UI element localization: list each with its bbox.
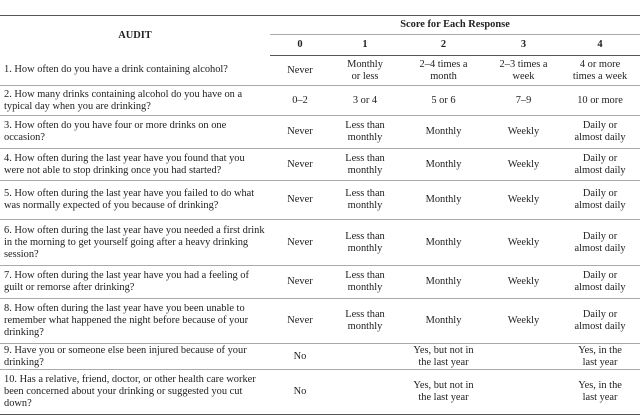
answer: 3 or 4	[330, 85, 400, 116]
answer: 2–4 times a month	[400, 55, 487, 86]
answer: Less than monthly	[330, 115, 400, 149]
table-row: 9. Have you or someone else been injured…	[0, 343, 640, 370]
question: 10. Has a relative, friend, doctor, or o…	[0, 369, 270, 415]
answer: Yes, but not in the last year	[400, 369, 487, 415]
question: 4. How often during the last year have y…	[0, 148, 270, 181]
question: 6. How often during the last year have y…	[0, 219, 270, 266]
answer	[330, 343, 400, 370]
answer: No	[270, 343, 330, 370]
answer: Weekly	[487, 115, 560, 149]
answer: Less than monthly	[330, 219, 400, 266]
answer: Monthly	[400, 180, 487, 220]
table-row: 8. How often during the last year have y…	[0, 298, 640, 344]
answer: Daily or almost daily	[560, 115, 640, 149]
answer: Monthly	[400, 219, 487, 266]
answer	[330, 369, 400, 415]
answer: Less than monthly	[330, 148, 400, 181]
answer	[487, 369, 560, 415]
table-row: 2. How many drinks containing alcohol do…	[0, 85, 640, 116]
score-label: 1	[330, 34, 400, 56]
answer: Weekly	[487, 298, 560, 344]
answer: Never	[270, 115, 330, 149]
answer: Monthly	[400, 115, 487, 149]
question: 5. How often during the last year have y…	[0, 180, 270, 220]
answer: Yes, in the last year	[560, 369, 640, 415]
answer: Daily or almost daily	[560, 298, 640, 344]
answer: Never	[270, 219, 330, 266]
answer: Weekly	[487, 265, 560, 299]
answer: Never	[270, 265, 330, 299]
audit-header: AUDIT	[0, 15, 270, 56]
score-label: 2	[400, 34, 487, 56]
answer: 4 or more times a week	[560, 55, 640, 86]
answer: Never	[270, 148, 330, 181]
score-label: 4	[560, 34, 640, 56]
answer	[487, 343, 560, 370]
question: 3. How often do you have four or more dr…	[0, 115, 270, 149]
score-label: 0	[270, 34, 330, 56]
table-row: 6. How often during the last year have y…	[0, 219, 640, 266]
table-row: 10. Has a relative, friend, doctor, or o…	[0, 369, 640, 415]
answer: 10 or more	[560, 85, 640, 116]
answer: Yes, but not in the last year	[400, 343, 487, 370]
answer: Weekly	[487, 180, 560, 220]
score-heading: Score for Each Response	[270, 15, 640, 35]
answer: Never	[270, 180, 330, 220]
answer: Less than monthly	[330, 298, 400, 344]
question: 8. How often during the last year have y…	[0, 298, 270, 344]
answer: No	[270, 369, 330, 415]
answer: Daily or almost daily	[560, 148, 640, 181]
answer: Monthly or less	[330, 55, 400, 86]
answer: Weekly	[487, 148, 560, 181]
table-row: 5. How often during the last year have y…	[0, 180, 640, 220]
answer: 5 or 6	[400, 85, 487, 116]
question: 2. How many drinks containing alcohol do…	[0, 85, 270, 116]
answer: 0–2	[270, 85, 330, 116]
score-label: 3	[487, 34, 560, 56]
answer: Less than monthly	[330, 265, 400, 299]
question: 7. How often during the last year have y…	[0, 265, 270, 299]
answer: Weekly	[487, 219, 560, 266]
answer: Less than monthly	[330, 180, 400, 220]
answer: 7–9	[487, 85, 560, 116]
question: 1. How often do you have a drink contain…	[0, 55, 270, 86]
answer: 2–3 times a week	[487, 55, 560, 86]
table-row: 7. How often during the last year have y…	[0, 265, 640, 299]
table-row: 4. How often during the last year have y…	[0, 148, 640, 181]
answer: Monthly	[400, 265, 487, 299]
answer: Monthly	[400, 148, 487, 181]
answer: Daily or almost daily	[560, 180, 640, 220]
table-row: 3. How often do you have four or more dr…	[0, 115, 640, 149]
answer: Never	[270, 55, 330, 86]
answer: Daily or almost daily	[560, 265, 640, 299]
question: 9. Have you or someone else been injured…	[0, 343, 270, 370]
answer: Never	[270, 298, 330, 344]
answer: Monthly	[400, 298, 487, 344]
answer: Yes, in the last year	[560, 343, 640, 370]
table-row: 1. How often do you have a drink contain…	[0, 55, 640, 86]
answer: Daily or almost daily	[560, 219, 640, 266]
